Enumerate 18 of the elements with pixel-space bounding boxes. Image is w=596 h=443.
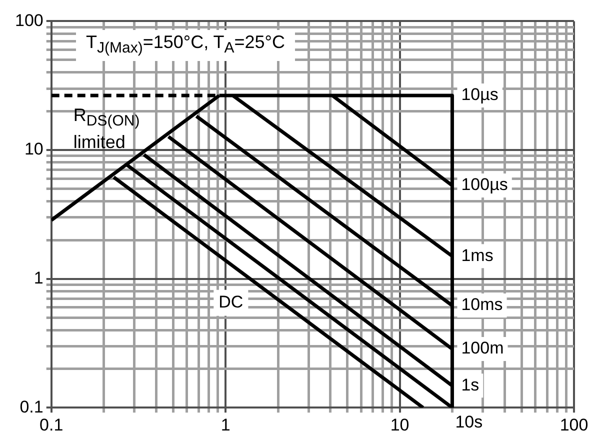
x-tick-label: 0.1 xyxy=(40,415,64,434)
series-label: 10ms xyxy=(461,295,503,314)
series-label: DC xyxy=(218,292,244,312)
annotation: R$_{DS(ON)}$ limited xyxy=(73,105,141,152)
series-label: 10µs xyxy=(461,85,498,104)
x-tick-label: 1 xyxy=(220,415,230,434)
series-label: 100µs xyxy=(461,175,508,194)
y-tick-label: 100 xyxy=(14,10,44,30)
series-label: 10s xyxy=(455,412,483,432)
y-tick-label: 1 xyxy=(34,268,44,288)
x-tick-label: 100 xyxy=(560,415,588,434)
series-label: 100m xyxy=(461,338,504,358)
y-tick-label: 10 xyxy=(24,140,44,159)
x-tick-label: 10 xyxy=(390,415,410,434)
y-tick-label: 0.1 xyxy=(20,397,44,416)
series-label: 1ms xyxy=(461,246,494,265)
annotation: T$_{J(Max)}$=150°C, T$_{A}$=25°C xyxy=(76,30,295,61)
series-label: 1s xyxy=(461,375,480,394)
